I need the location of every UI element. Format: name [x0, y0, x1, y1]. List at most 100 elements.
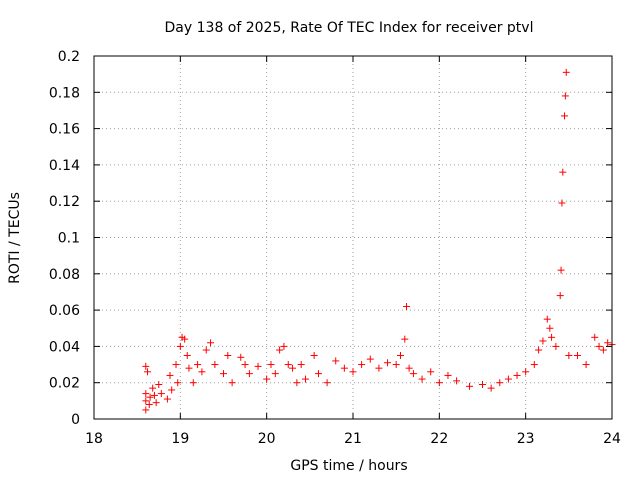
y-tick-label: 0.02 — [49, 376, 80, 392]
data-point — [546, 324, 554, 332]
data-point — [280, 342, 288, 350]
x-tick-label: 24 — [603, 431, 621, 447]
data-point — [435, 379, 443, 387]
data-point — [396, 351, 404, 359]
data-point — [181, 335, 189, 343]
data-point — [174, 379, 182, 387]
data-point — [384, 359, 392, 367]
y-axis-label: ROTI / TECUs — [7, 192, 23, 284]
data-point — [293, 379, 301, 387]
data-point — [289, 364, 297, 372]
data-point — [155, 381, 163, 389]
data-point — [552, 342, 560, 350]
data-point — [142, 397, 150, 405]
y-tick-label: 0.06 — [49, 303, 80, 319]
data-point — [297, 361, 305, 369]
data-point — [150, 391, 158, 399]
x-tick-label: 23 — [517, 431, 535, 447]
data-points — [142, 68, 616, 414]
grid-layer — [94, 56, 612, 419]
y-tick-label: 0.14 — [49, 158, 80, 174]
data-point — [202, 346, 210, 354]
data-point — [185, 364, 193, 372]
x-axis-label: GPS time / hours — [290, 458, 407, 474]
data-point — [314, 370, 322, 378]
y-tick-label: 0.08 — [49, 267, 80, 283]
data-point — [310, 351, 318, 359]
data-point — [276, 346, 284, 354]
data-point — [166, 371, 174, 379]
data-point — [163, 395, 171, 403]
data-point — [263, 375, 271, 383]
data-point — [548, 333, 556, 341]
data-point — [405, 364, 413, 372]
data-point — [340, 364, 348, 372]
data-point — [254, 362, 262, 370]
data-point — [198, 368, 206, 376]
x-tick-label: 22 — [430, 431, 448, 447]
data-point — [189, 379, 197, 387]
data-point — [245, 370, 253, 378]
data-point — [302, 375, 310, 383]
data-point — [358, 361, 366, 369]
data-point — [453, 377, 461, 385]
data-point — [194, 361, 202, 369]
data-point — [142, 362, 150, 370]
y-tick-label: 0.04 — [49, 339, 80, 355]
data-point — [591, 333, 599, 341]
y-tick-label: 0.12 — [49, 194, 80, 210]
data-point — [535, 346, 543, 354]
data-point — [604, 339, 612, 347]
data-point — [466, 382, 474, 390]
data-point — [152, 399, 160, 407]
data-point — [284, 361, 292, 369]
data-point — [149, 384, 157, 392]
data-point — [220, 370, 227, 378]
data-point — [557, 266, 565, 274]
data-point — [561, 92, 569, 100]
data-point — [349, 368, 357, 376]
x-tick-label: 19 — [171, 431, 189, 447]
y-tick-label: 0.18 — [49, 85, 80, 101]
data-point — [418, 375, 426, 383]
x-tick-label: 21 — [344, 431, 362, 447]
data-point — [539, 337, 547, 345]
data-point — [562, 68, 570, 76]
data-point — [142, 406, 150, 414]
data-point — [530, 361, 538, 369]
data-point — [271, 370, 279, 378]
data-point — [211, 361, 219, 369]
data-point — [582, 361, 590, 369]
data-point — [522, 368, 530, 376]
data-point — [558, 199, 566, 207]
x-tick-label: 20 — [258, 431, 276, 447]
data-point — [599, 346, 607, 354]
y-tick-label: 0 — [71, 412, 80, 428]
y-tick-label: 0.1 — [58, 231, 80, 247]
data-point — [228, 379, 236, 387]
chart-title: Day 138 of 2025, Rate Of TEC Index for r… — [165, 20, 534, 36]
data-point — [237, 353, 245, 361]
data-point — [559, 168, 567, 176]
data-point — [573, 351, 581, 359]
data-point — [479, 381, 486, 389]
data-point — [168, 386, 176, 394]
data-point — [513, 371, 521, 379]
y-tick-label: 0.2 — [58, 49, 80, 65]
data-point — [172, 361, 180, 369]
data-point — [543, 315, 551, 323]
data-point — [561, 112, 569, 120]
data-point — [332, 357, 340, 365]
data-point — [403, 302, 411, 310]
data-point — [366, 355, 374, 363]
data-point — [241, 361, 249, 369]
data-point — [401, 335, 409, 343]
plot-frame — [93, 55, 613, 420]
data-point — [392, 361, 400, 369]
axis-ticks: 18 19 20 21 22 23 24 0 0.02 0.04 0.06 0.08 0.1 0.12 0.… — [49, 49, 621, 447]
data-point — [144, 368, 152, 376]
data-point — [504, 375, 512, 383]
data-point — [142, 390, 150, 398]
data-point — [323, 379, 331, 387]
